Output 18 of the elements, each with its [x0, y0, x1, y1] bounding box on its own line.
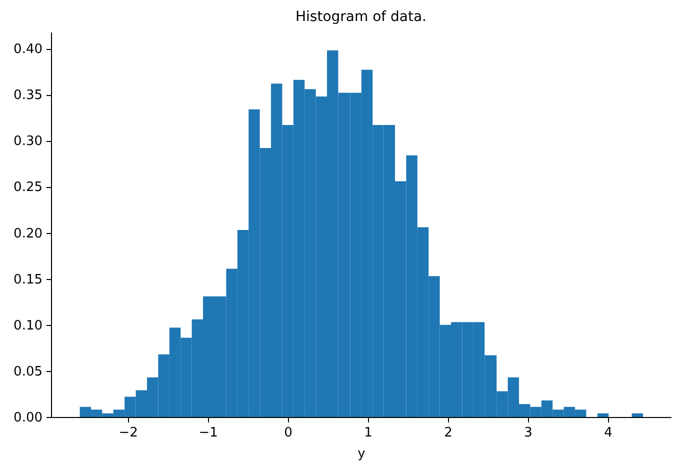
x-tick-label: 4: [604, 426, 612, 440]
y-tick-label: 0.35: [14, 88, 42, 104]
x-axis-title: y: [358, 446, 366, 462]
y-tick-label: 0.10: [14, 318, 42, 334]
x-tick-label: 0: [284, 426, 292, 440]
x-tick-label: 1: [364, 426, 372, 440]
chart-title: Histogram of data.: [295, 9, 427, 25]
y-tick-label: 0.30: [14, 134, 42, 150]
x-tick-label: 3: [524, 426, 532, 440]
x-tick-label: −1: [198, 426, 218, 440]
y-tick-label: 0.05: [14, 364, 42, 380]
x-tick-label: 2: [444, 426, 452, 440]
x-tick-label: −2: [118, 426, 138, 440]
y-tick-label: 0.15: [14, 272, 42, 288]
y-tick-label: 0.20: [14, 226, 42, 242]
y-tick-label: 0.25: [14, 180, 42, 196]
y-tick-label: 0.40: [14, 42, 42, 58]
y-tick-label: 0.00: [14, 410, 42, 426]
